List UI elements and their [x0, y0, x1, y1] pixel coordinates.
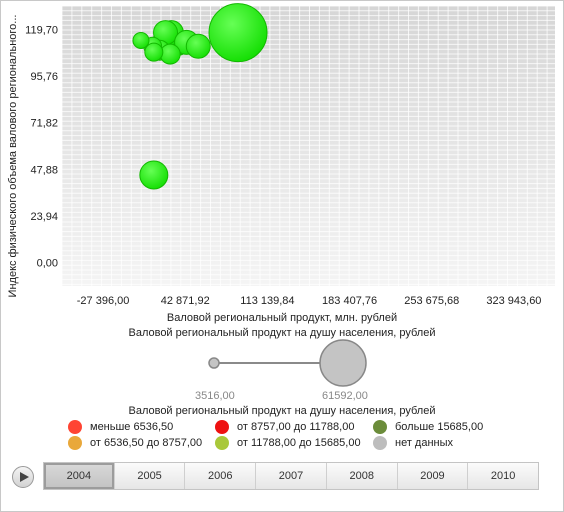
y-axis-label: Индекс физического объема валового регио… [7, 14, 19, 298]
legend-label: больше 15685,00 [395, 421, 484, 433]
timeline-year-2005[interactable]: 2005 [115, 463, 186, 489]
size-max-label: 61592,00 [322, 390, 368, 402]
legend-item-11788-15685: от 11788,00 до 15685,00 [215, 435, 361, 451]
legend-item-less-6536: меньше 6536,50 [68, 419, 173, 435]
plot-area [62, 6, 555, 286]
size-min-label: 3516,00 [195, 390, 235, 402]
x-tick-label: 113 139,84 [240, 295, 294, 307]
y-tick-label: 23,94 [30, 211, 58, 223]
legend-label: от 11788,00 до 15685,00 [237, 437, 361, 449]
legend-dot [68, 420, 82, 434]
legend-dot [373, 420, 387, 434]
play-button[interactable] [12, 466, 34, 488]
x-tick-label: 323 943,60 [486, 295, 541, 307]
x-tick-label: 42 871,92 [161, 295, 210, 307]
legend-label: меньше 6536,50 [90, 421, 174, 433]
y-tick-label: 71,82 [30, 118, 58, 130]
bubble-point[interactable] [208, 3, 268, 63]
legend-label: от 6536,50 до 8757,00 [90, 437, 203, 449]
size-caption: Валовой региональный продукт на душу нас… [128, 327, 436, 339]
legend-item-no-data: нет данных [373, 435, 453, 451]
size-min-circle [208, 357, 220, 369]
bubble-point[interactable] [159, 43, 181, 65]
timeline-year-2007[interactable]: 2007 [256, 463, 327, 489]
bubble-point[interactable] [139, 160, 169, 190]
y-tick-label: 119,70 [25, 24, 58, 36]
timeline-year-2006[interactable]: 2006 [185, 463, 257, 489]
y-tick-label: 47,88 [30, 164, 58, 176]
x-tick-label: -27 396,00 [77, 295, 130, 307]
x-tick-label: 183 407,76 [322, 295, 377, 307]
bubble-chart: 119,70 95,76 71,82 47,88 23,94 0,00 -27 396,00… [25, 3, 555, 307]
timeline-year-2009[interactable]: 2009 [398, 463, 469, 489]
y-tick-label: 0,00 [37, 258, 58, 270]
bubble-point[interactable] [185, 33, 211, 59]
legend-label: нет данных [395, 437, 454, 449]
legend-dot [215, 436, 229, 450]
legend-item-6536-8757: от 6536,50 до 8757,00 [68, 435, 202, 451]
bubble-point[interactable] [144, 42, 164, 62]
y-tick-label: 95,76 [30, 71, 58, 83]
size-max-circle [319, 339, 367, 387]
timeline-year-2004[interactable]: 2004 [44, 463, 115, 489]
x-tick-label: 253 675,68 [404, 295, 459, 307]
legend-dot [373, 436, 387, 450]
year-timeline: 2004 2005 2006 2007 2008 2009 2010 [43, 462, 539, 490]
size-scale [208, 339, 367, 387]
legend-dot [215, 420, 229, 434]
timeline-year-2008[interactable]: 2008 [327, 463, 398, 489]
legend-item-more-15685: больше 15685,00 [373, 419, 483, 435]
legend-label: от 8757,00 до 11788,00 [237, 421, 355, 433]
x-axis-label: Валовой региональный продукт, млн. рубле… [166, 312, 398, 324]
legend-item-8757-11788: от 8757,00 до 11788,00 [215, 419, 354, 435]
legend-dot [68, 436, 82, 450]
bubble-point[interactable] [132, 31, 150, 49]
timeline-year-2010[interactable]: 2010 [490, 470, 516, 482]
legend-title: Валовой региональный продукт на душу нас… [128, 405, 436, 417]
